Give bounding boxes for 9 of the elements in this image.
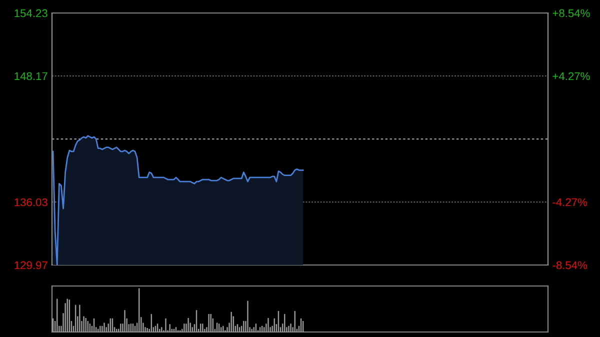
y2-tick-label: -8.54% [552, 261, 587, 270]
y2-tick-label: +8.54% [552, 9, 590, 18]
line-series [52, 135, 304, 265]
y-tick-label: 129.97 [14, 261, 48, 270]
y2-tick-label: +4.27% [552, 72, 590, 80]
y-tick-label: 136.03 [14, 198, 48, 206]
y-tick-label: 148.17 [14, 72, 48, 80]
y2-tick-label: -4.27% [552, 198, 587, 206]
y-tick-label: 154.23 [14, 9, 48, 18]
